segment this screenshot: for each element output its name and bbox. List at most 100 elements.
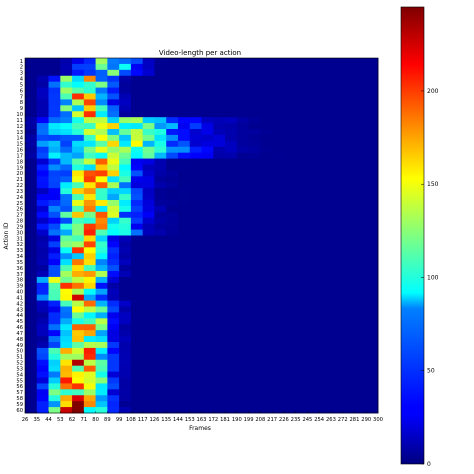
heatmap-cell — [319, 312, 332, 319]
heatmap-cell — [260, 265, 273, 272]
heatmap-cell — [260, 312, 273, 319]
heatmap-cell — [36, 347, 49, 355]
heatmap-cell — [72, 318, 85, 325]
y-tick-label: 19 — [16, 165, 23, 171]
heatmap-cell — [189, 359, 202, 367]
heatmap-cell — [213, 265, 226, 272]
heatmap-cell — [107, 188, 120, 195]
heatmap-cell — [142, 146, 155, 154]
heatmap-cell — [272, 200, 285, 207]
heatmap-cell — [354, 211, 367, 219]
heatmap-cell — [154, 117, 167, 124]
heatmap-cell — [25, 111, 38, 118]
heatmap-cell — [48, 93, 61, 100]
heatmap-cell — [142, 294, 155, 301]
heatmap-cell — [95, 129, 108, 136]
heatmap-cell — [201, 81, 214, 88]
heatmap-cell — [154, 200, 167, 207]
heatmap-cell — [283, 336, 297, 343]
heatmap-cell — [248, 294, 261, 301]
heatmap-cell — [342, 205, 355, 213]
heatmap-cell — [36, 377, 49, 384]
heatmap-cell — [119, 58, 132, 65]
heatmap-cell — [354, 217, 367, 225]
heatmap-cell — [236, 229, 249, 236]
heatmap-cell — [95, 342, 108, 349]
heatmap-cell — [166, 205, 179, 213]
heatmap-cell — [272, 217, 285, 225]
heatmap-cell — [130, 271, 144, 278]
heatmap-cell — [130, 342, 144, 349]
heatmap-cell — [342, 182, 355, 189]
heatmap-cell — [154, 401, 167, 408]
heatmap-cell — [189, 395, 202, 402]
heatmap-cell — [83, 336, 96, 343]
heatmap-cell — [225, 211, 238, 219]
heatmap-cell — [201, 170, 214, 177]
heatmap-cell — [25, 282, 38, 290]
heatmap-cell — [319, 300, 332, 307]
heatmap-cell — [283, 87, 297, 94]
heatmap-cell — [189, 200, 202, 207]
heatmap-cell — [95, 271, 108, 278]
heatmap-cell — [283, 205, 297, 213]
heatmap-cell — [48, 401, 61, 408]
heatmap-cell — [177, 123, 191, 130]
heatmap-cell — [83, 146, 96, 154]
heatmap-cell — [177, 282, 191, 290]
heatmap-cell — [72, 300, 85, 307]
heatmap-cell — [342, 365, 355, 372]
heatmap-cell — [283, 223, 297, 230]
heatmap-cell — [60, 194, 73, 201]
heatmap-cell — [130, 164, 144, 171]
heatmap-cell — [119, 152, 132, 159]
heatmap-cell — [260, 365, 273, 372]
heatmap-cell — [366, 389, 379, 396]
heatmap-cell — [236, 365, 249, 372]
y-tick-label: 31 — [16, 236, 23, 242]
heatmap-cell — [60, 111, 73, 118]
heatmap-cell — [295, 134, 308, 142]
heatmap-cell — [354, 365, 367, 372]
heatmap-cell — [225, 276, 238, 284]
heatmap-cell — [154, 359, 167, 367]
heatmap-cell — [83, 134, 96, 142]
heatmap-cell — [166, 253, 179, 260]
heatmap-cell — [295, 330, 308, 337]
heatmap-cell — [248, 395, 261, 402]
heatmap-cell — [248, 253, 261, 260]
heatmap-cell — [283, 194, 297, 201]
heatmap-cell — [213, 359, 226, 367]
heatmap-cell — [236, 312, 249, 319]
heatmap-cell — [201, 134, 214, 142]
heatmap-cell — [177, 63, 191, 71]
heatmap-cell — [60, 146, 73, 154]
heatmap-cell — [272, 229, 285, 236]
heatmap-cell — [177, 58, 191, 65]
y-tick-label: 15 — [16, 142, 23, 148]
heatmap-cell — [307, 371, 320, 378]
heatmap-cell — [119, 395, 132, 402]
heatmap-cell — [236, 105, 249, 112]
heatmap-cell — [107, 253, 120, 260]
heatmap-cell — [295, 401, 308, 408]
heatmap-cell — [342, 395, 355, 402]
heatmap-cell — [330, 312, 344, 319]
y-tick-label: 41 — [16, 295, 23, 301]
heatmap-cell — [283, 347, 297, 355]
heatmap-cell — [201, 389, 214, 396]
heatmap-cell — [366, 229, 379, 236]
heatmap-cell — [166, 164, 179, 171]
heatmap-cell — [330, 87, 344, 94]
heatmap-cell — [107, 353, 120, 361]
heatmap-cell — [236, 81, 249, 88]
y-tick-label: 48 — [16, 337, 23, 343]
heatmap-cell — [107, 401, 120, 408]
heatmap-cell — [60, 371, 73, 378]
heatmap-cell — [60, 271, 73, 278]
heatmap-cell — [330, 63, 344, 71]
heatmap-cell — [119, 99, 132, 106]
x-tick-label: 108 — [126, 417, 136, 423]
heatmap-cell — [354, 265, 367, 272]
heatmap-cell — [225, 105, 238, 112]
